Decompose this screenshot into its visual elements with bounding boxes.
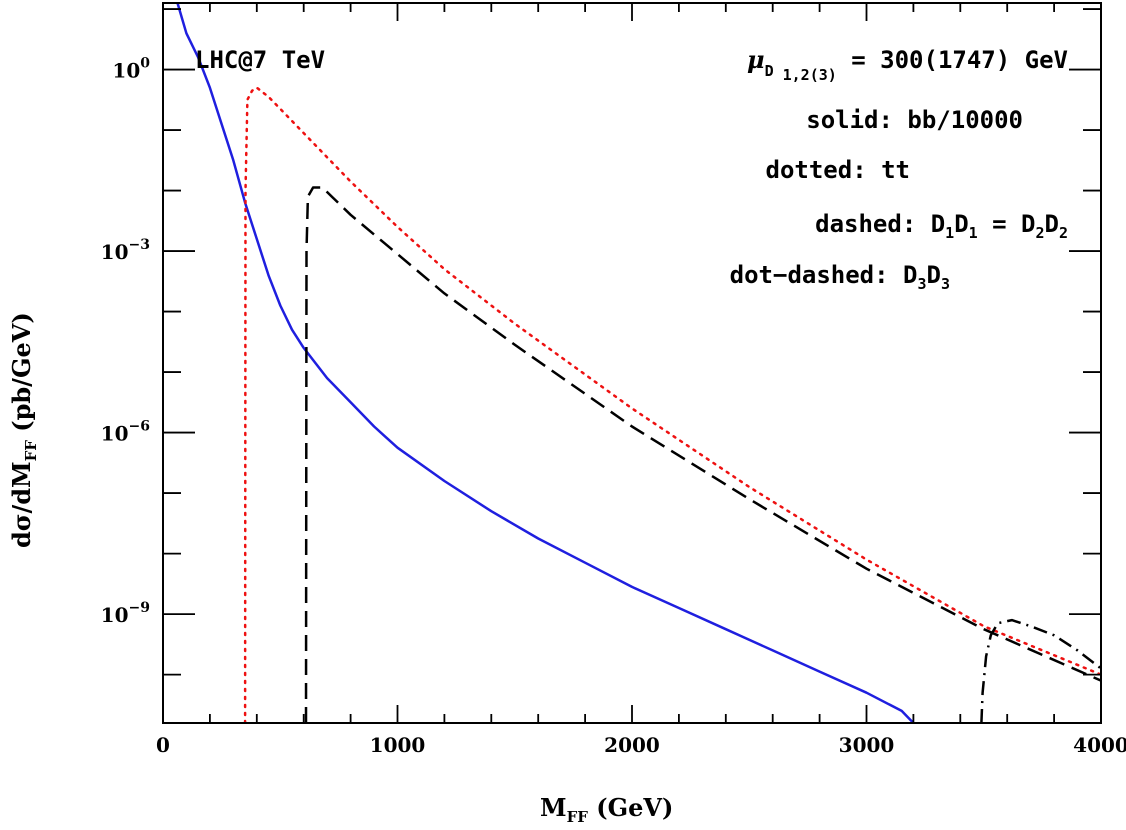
y-tick-label: 10−9 (101, 600, 150, 627)
y-tick-label: 10−6 (101, 419, 150, 446)
series-line-dotdashed (980, 618, 1101, 723)
annotation-dotdashed: dot−dashed: D3D3 (730, 261, 950, 293)
labels-layer: 0 1000 2000 3000 4000 100 10−3 10−6 10−9 (101, 56, 1126, 757)
x-tick-label: 4000 (1073, 733, 1126, 757)
x-tick-label: 1000 (370, 733, 426, 757)
annotation-solid: solid: bb/10000 (806, 106, 1023, 134)
series-line-solid (176, 3, 915, 723)
y-tick-label: 10−3 (101, 237, 150, 264)
y-tick-label: 100 (112, 56, 150, 83)
x-tick-label: 0 (156, 733, 170, 757)
annotation-lhc: LHC@7 TeV (195, 46, 325, 74)
annotation-dotted: dotted: tt (766, 156, 911, 184)
annotation-mu: μD 1,2(3) = 300(1747) GeV (747, 45, 1068, 84)
x-tick-label: 2000 (604, 733, 660, 757)
series-line-dashed (304, 186, 1101, 723)
annotation-dashed: dashed: D1D1 = D2D2 (815, 210, 1068, 242)
series-line-dotted (243, 86, 1101, 723)
plot-frame (162, 2, 1102, 724)
x-tick-label: 3000 (839, 733, 895, 757)
y-axis-label: dσ/dMFF (pb/GeV) (7, 312, 40, 548)
x-axis-label: MFF (GeV) (540, 793, 673, 826)
series-layer (176, 3, 1101, 723)
